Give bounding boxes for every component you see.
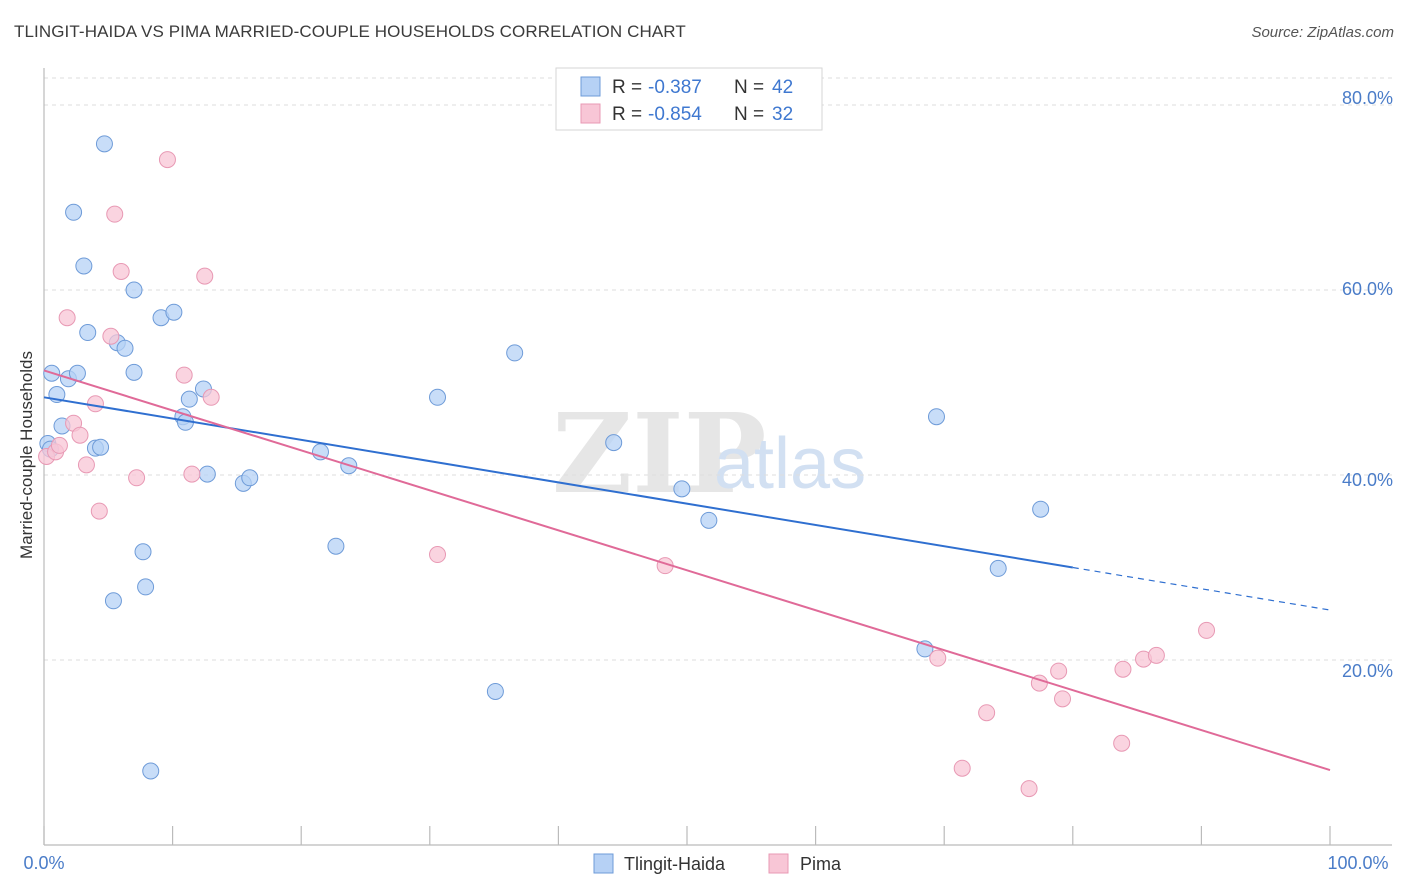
legend-swatch-pima [580, 103, 601, 124]
point-pima-14 [175, 366, 193, 384]
point-tlingit-haida-17 [125, 363, 143, 381]
point-tlingit-haida-12 [95, 135, 113, 153]
trend-lines [43, 369, 1331, 772]
point-tlingit-haida-22 [165, 303, 183, 321]
point-tlingit-haida-27 [198, 465, 216, 483]
point-tlingit-haida-34 [486, 682, 504, 700]
y-tick-label-80: 80.0% [1342, 88, 1393, 108]
bottom-legend-label-tlingit-haida: Tlingit-Haida [624, 854, 726, 874]
point-pima-6 [77, 456, 95, 474]
point-tlingit-haida-15 [116, 339, 134, 357]
point-pima-15 [183, 465, 201, 483]
point-tlingit-haida-41 [989, 559, 1007, 577]
trend-pima [43, 369, 1331, 772]
bottom-legend-label-pima: Pima [800, 854, 842, 874]
point-pima-3 [58, 309, 76, 327]
watermark-atlas: atlas [714, 424, 866, 504]
point-pima-8 [90, 502, 108, 520]
legend-n-label-2: N = [734, 104, 764, 125]
point-pima-7 [86, 395, 104, 413]
series-tlingit-haida-points [39, 135, 1050, 780]
point-pima-17 [202, 388, 220, 406]
point-tlingit-haida-11 [92, 438, 110, 456]
point-tlingit-haida-20 [142, 762, 160, 780]
legend-n-value-1: 42 [772, 77, 793, 98]
bottom-legend-swatch-tlingit-haida [593, 853, 614, 874]
bottom-legend-swatch-pima [768, 853, 789, 874]
trend-tlingit-haida-extrapolated [1072, 566, 1331, 611]
point-tlingit-haida-35 [506, 344, 524, 362]
point-pima-16 [196, 267, 214, 285]
point-tlingit-haida-13 [104, 592, 122, 610]
point-pima-30 [1147, 646, 1165, 664]
legend-r-label-1: R = [612, 77, 642, 98]
y-tick-label-20: 20.0% [1342, 661, 1393, 681]
x-tick-label-0: 0.0% [23, 853, 64, 873]
point-pima-13 [158, 151, 176, 169]
point-pima-2 [50, 436, 68, 454]
point-pima-28 [1114, 660, 1132, 678]
correlation-legend: R = -0.387 N = 42 R = -0.854 N = 32 [555, 67, 823, 131]
point-pima-20 [929, 649, 947, 667]
point-pima-31 [1198, 621, 1216, 639]
point-tlingit-haida-38 [700, 511, 718, 529]
point-pima-25 [1050, 662, 1068, 680]
point-tlingit-haida-8 [75, 257, 93, 275]
y-tick-label-60: 60.0% [1342, 279, 1393, 299]
point-pima-27 [1113, 734, 1131, 752]
point-pima-22 [978, 704, 996, 722]
point-pima-18 [429, 546, 447, 564]
legend-n-value-2: 32 [772, 104, 793, 125]
gridlines [44, 77, 1392, 661]
legend-swatch-tlingit-haida [580, 76, 601, 97]
point-tlingit-haida-6 [65, 203, 83, 221]
point-pima-26 [1054, 690, 1072, 708]
point-tlingit-haida-18 [134, 543, 152, 561]
point-tlingit-haida-42 [1032, 500, 1050, 518]
point-tlingit-haida-19 [137, 578, 155, 596]
y-axis-label: Married-couple Households [17, 351, 36, 559]
watermark-zip: ZIP [552, 389, 766, 518]
point-pima-9 [102, 327, 120, 345]
y-tick-label-40: 40.0% [1342, 470, 1393, 490]
point-pima-23 [1020, 780, 1038, 798]
legend-r-value-1: -0.387 [648, 77, 702, 98]
point-tlingit-haida-16 [125, 281, 143, 299]
point-tlingit-haida-29 [241, 469, 259, 487]
point-tlingit-haida-40 [927, 408, 945, 426]
legend-n-label-1: N = [734, 77, 764, 98]
x-tick-label-100: 100.0% [1327, 853, 1388, 873]
point-tlingit-haida-37 [673, 480, 691, 498]
point-tlingit-haida-33 [429, 388, 447, 406]
point-tlingit-haida-31 [327, 537, 345, 555]
source-credit: Source: ZipAtlas.com [1251, 24, 1394, 41]
point-pima-12 [128, 469, 146, 487]
legend-r-label-2: R = [612, 104, 642, 125]
chart-title: TLINGIT-HAIDA VS PIMA MARRIED-COUPLE HOU… [14, 22, 686, 41]
point-tlingit-haida-36 [605, 434, 623, 452]
point-pima-21 [953, 759, 971, 777]
x-axis-ticks [43, 826, 1331, 845]
trend-tlingit-haida [43, 396, 1073, 569]
point-tlingit-haida-9 [79, 324, 97, 342]
series-pima-points [38, 151, 1216, 798]
series-legend: Tlingit-Haida Pima [593, 853, 842, 874]
point-pima-5 [71, 426, 89, 444]
point-pima-11 [112, 263, 130, 280]
legend-r-value-2: -0.854 [648, 104, 702, 125]
point-pima-10 [106, 205, 124, 223]
point-tlingit-haida-25 [180, 390, 198, 408]
